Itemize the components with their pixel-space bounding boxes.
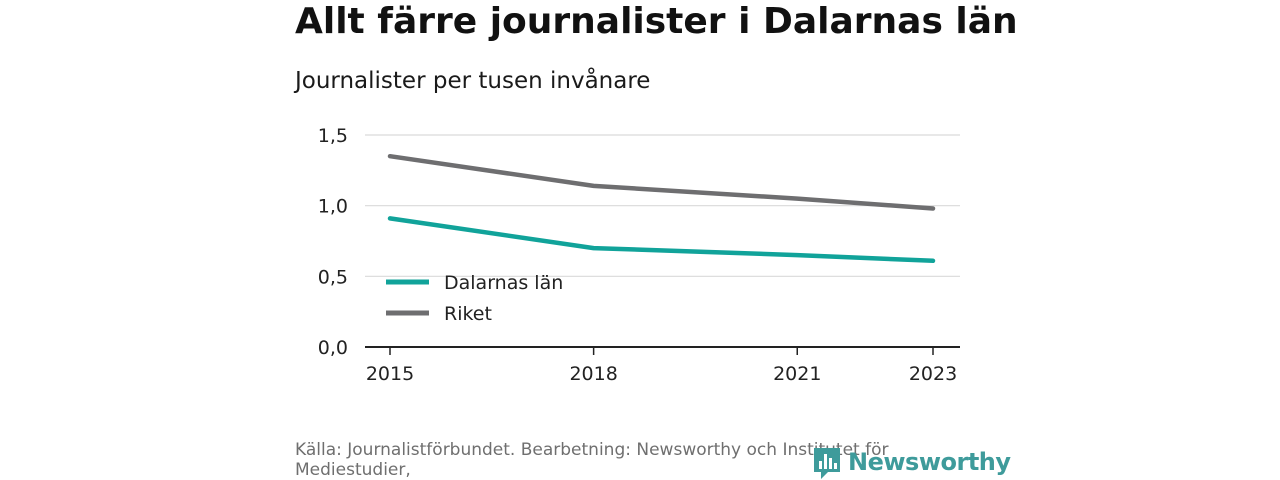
bar-chart-logo-icon — [814, 448, 840, 479]
x-tick-label: 2015 — [366, 363, 414, 385]
y-tick-label: 0,5 — [318, 266, 348, 288]
line-chart: 0,0 0,5 1,0 1,5 2015 2018 2021 2023 Dalarnas lä… — [318, 125, 960, 385]
source-note: Källa: Journalistförbundet. Bearbetning:… — [295, 440, 889, 480]
x-tick-label: 2018 — [569, 363, 617, 385]
axes: 0,0 0,5 1,0 1,5 2015 2018 2021 2023 — [318, 125, 960, 385]
grid-lines — [365, 134, 960, 277]
y-tick-label: 1,5 — [318, 125, 348, 147]
logo-text: Newsworthy — [848, 448, 1011, 476]
series-line-riket — [387, 153, 936, 211]
legend: Dalarnas län Riket — [386, 272, 563, 325]
y-tick-label: 1,0 — [318, 196, 348, 218]
series-line-dalarnas-lan — [387, 216, 936, 264]
chart-title: Allt färre journalister i Dalarnas län — [295, 1, 1018, 42]
x-tick-label: 2023 — [909, 363, 957, 385]
chart-subtitle: Journalister per tusen invånare — [295, 68, 651, 94]
newsworthy-logo: Newsworthy — [812, 444, 1011, 480]
x-tick-label: 2021 — [773, 363, 821, 385]
series-lines — [387, 153, 936, 264]
y-tick-label: 0,0 — [318, 337, 348, 359]
legend-label: Dalarnas län — [444, 272, 563, 294]
legend-label: Riket — [444, 303, 492, 325]
